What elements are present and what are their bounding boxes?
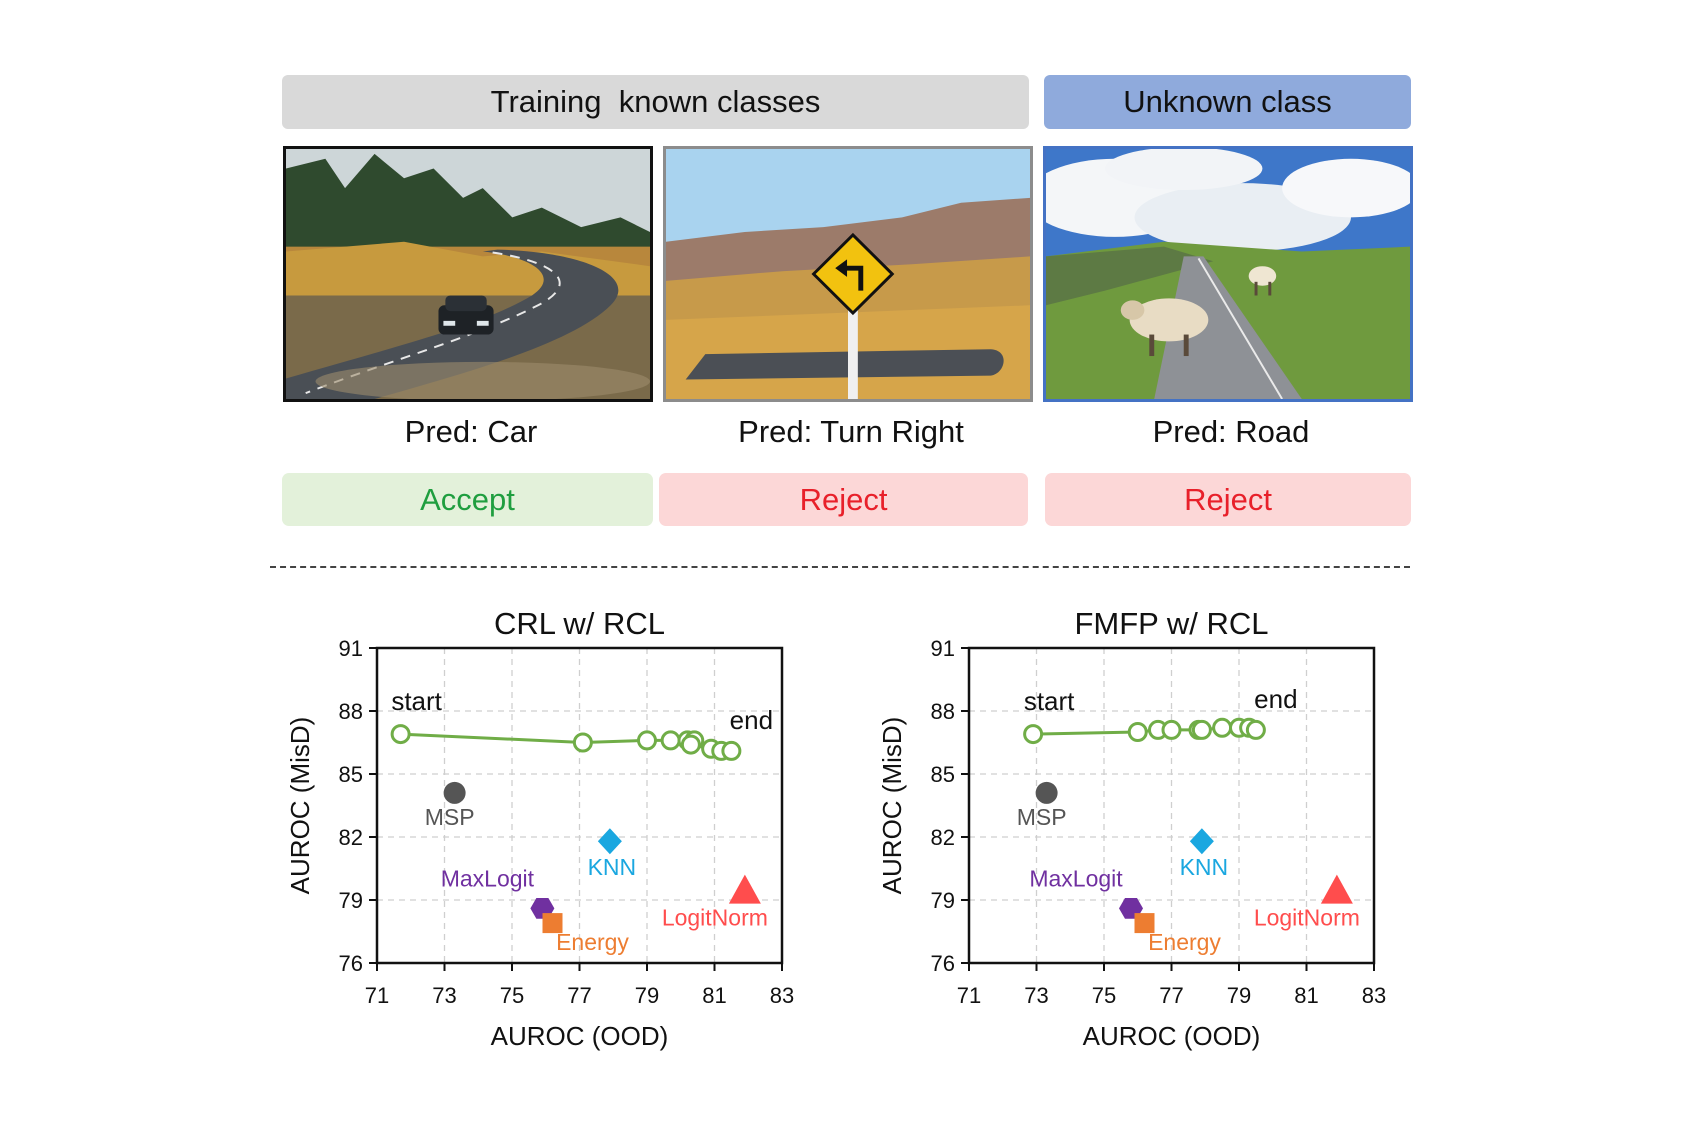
energy-label: Energy bbox=[556, 929, 629, 955]
chart-crl-rcl-svg: CRL w/ RCL 71 73 75 77 79 81 83 76 79 82 85 88 91 AURO… bbox=[285, 606, 794, 1051]
maxlogit-label: MaxLogit bbox=[441, 865, 535, 891]
y-tick-label: 91 bbox=[931, 636, 955, 661]
curve-start-label: start bbox=[391, 686, 442, 716]
curve-end-label: end bbox=[1254, 684, 1297, 714]
chart-fmfp-rcl: FMFP w/ RCL 71 73 75 77 79 81 83 76 79 82 85 88 91 AUR… bbox=[862, 590, 1452, 1110]
chart-title: FMFP w/ RCL bbox=[1074, 606, 1268, 641]
curve-point bbox=[1212, 717, 1233, 738]
decision-accept-badge: Accept bbox=[282, 473, 653, 526]
x-tick-label: 83 bbox=[1362, 983, 1386, 1008]
maxlogit-label: MaxLogit bbox=[1029, 865, 1123, 891]
logitnorm-label: LogitNorm bbox=[1254, 905, 1360, 931]
x-tick-label: 73 bbox=[432, 983, 456, 1008]
header-known-classes: Training known classes bbox=[282, 75, 1029, 129]
header-unknown-class: Unknown class bbox=[1044, 75, 1411, 129]
knn-marker bbox=[1189, 828, 1214, 855]
curve-point bbox=[1127, 722, 1148, 742]
x-tick-label: 81 bbox=[1294, 983, 1318, 1008]
x-tick-label: 75 bbox=[500, 983, 524, 1008]
energy-marker bbox=[542, 913, 563, 934]
y-tick-label: 85 bbox=[931, 762, 955, 787]
y-tick-label: 79 bbox=[339, 888, 363, 913]
photo-car-road bbox=[283, 146, 653, 402]
msp-marker bbox=[1035, 781, 1058, 804]
msp-marker bbox=[443, 781, 466, 804]
x-tick-label: 79 bbox=[635, 983, 659, 1008]
curve-point bbox=[660, 730, 681, 751]
y-tick-label: 88 bbox=[339, 699, 363, 724]
photo-sheep-road bbox=[1043, 146, 1413, 402]
decision-reject-label-sign: Reject bbox=[799, 481, 888, 517]
energy-marker bbox=[1134, 913, 1155, 934]
chart-crl-rcl: CRL w/ RCL 71 73 75 77 79 81 83 76 79 82 85 88 91 AURO… bbox=[270, 590, 860, 1110]
curve-point bbox=[390, 724, 411, 745]
curve-point bbox=[1161, 719, 1182, 740]
prediction-road: Pred: Road bbox=[1152, 414, 1310, 449]
curve-point bbox=[1245, 719, 1266, 740]
plot-frame bbox=[375, 646, 784, 965]
y-tick-label: 79 bbox=[931, 888, 955, 913]
logitnorm-marker bbox=[1320, 874, 1353, 904]
knn-marker bbox=[597, 828, 622, 855]
photo-road-sign bbox=[663, 146, 1033, 402]
x-tick-label: 71 bbox=[957, 983, 981, 1008]
curve-point bbox=[680, 734, 701, 755]
curve-point bbox=[721, 740, 742, 761]
curve-point bbox=[1191, 719, 1212, 740]
x-tick-label: 75 bbox=[1092, 983, 1116, 1008]
msp-label: MSP bbox=[425, 804, 475, 830]
plot-frame bbox=[967, 646, 1376, 965]
header-known-label: Training known classes bbox=[490, 84, 821, 119]
decision-reject-label-road: Reject bbox=[1184, 481, 1272, 517]
prediction-car: Pred: Car bbox=[404, 414, 538, 449]
y-tick-label: 82 bbox=[339, 825, 363, 850]
chart-fmfp-rcl-svg: FMFP w/ RCL 71 73 75 77 79 81 83 76 79 82 85 88 91 AUR… bbox=[877, 606, 1386, 1051]
y-tick-label: 85 bbox=[339, 762, 363, 787]
decision-accept-label: Accept bbox=[420, 481, 515, 517]
x-tick-label: 79 bbox=[1227, 983, 1251, 1008]
x-axis-label: AUROC (OOD) bbox=[491, 1021, 669, 1051]
y-tick-label: 76 bbox=[339, 951, 363, 976]
x-tick-label: 83 bbox=[770, 983, 794, 1008]
section-divider bbox=[270, 566, 1410, 568]
y-axis-label: AUROC (MisD) bbox=[877, 717, 907, 895]
msp-label: MSP bbox=[1017, 804, 1067, 830]
x-tick-label: 81 bbox=[702, 983, 726, 1008]
y-axis-label: AUROC (MisD) bbox=[285, 717, 315, 895]
x-tick-label: 77 bbox=[567, 983, 591, 1008]
header-unknown-label: Unknown class bbox=[1123, 84, 1332, 119]
x-tick-label: 71 bbox=[365, 983, 389, 1008]
curve-point bbox=[637, 730, 657, 751]
chart-title: CRL w/ RCL bbox=[494, 606, 665, 641]
logitnorm-label: LogitNorm bbox=[662, 905, 768, 931]
y-tick-label: 91 bbox=[339, 636, 363, 661]
prediction-turn-right: Pred: Turn Right bbox=[738, 414, 964, 449]
knn-label: KNN bbox=[588, 854, 637, 880]
y-tick-label: 82 bbox=[931, 825, 955, 850]
curve-start-label: start bbox=[1024, 686, 1075, 716]
x-tick-label: 73 bbox=[1024, 983, 1048, 1008]
curve-point bbox=[1023, 724, 1044, 745]
curve-point bbox=[572, 732, 593, 753]
curve-end-label: end bbox=[730, 705, 773, 735]
x-tick-label: 77 bbox=[1159, 983, 1183, 1008]
logitnorm-marker bbox=[728, 874, 761, 904]
x-axis-label: AUROC (OOD) bbox=[1083, 1021, 1261, 1051]
y-tick-label: 76 bbox=[931, 951, 955, 976]
decision-reject-badge-road: Reject bbox=[1045, 473, 1411, 526]
knn-label: KNN bbox=[1180, 854, 1229, 880]
y-tick-label: 88 bbox=[931, 699, 955, 724]
energy-label: Energy bbox=[1148, 929, 1221, 955]
decision-reject-badge-sign: Reject bbox=[659, 473, 1028, 526]
